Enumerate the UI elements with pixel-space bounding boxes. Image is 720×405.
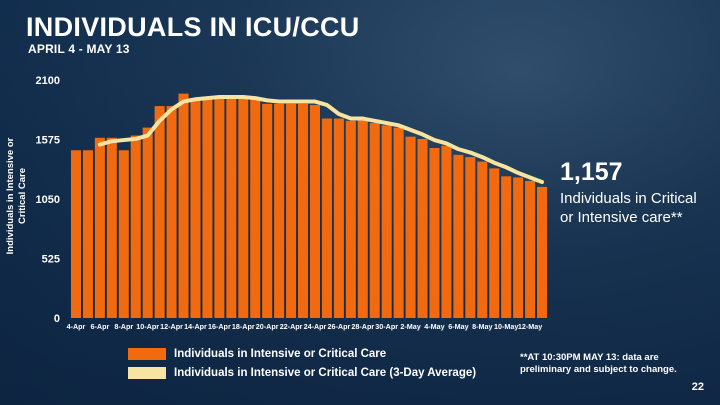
bar-12-May xyxy=(525,180,536,318)
x-tick-label: 20-Apr xyxy=(256,322,279,331)
bar-7-Apr xyxy=(106,137,117,318)
x-tick-label: 12-May xyxy=(518,322,542,331)
y-tick-label: 1575 xyxy=(36,135,60,147)
legend-item-bars: Individuals in Intensive or Critical Car… xyxy=(128,345,476,363)
legend-label-line: Individuals in Intensive or Critical Car… xyxy=(174,367,477,379)
bar-16-Apr xyxy=(214,95,225,319)
y-axis-label: Individuals in Intensive or Critical Car… xyxy=(5,137,28,254)
y-axis-label-line-1: Individuals in Intensive or xyxy=(5,137,16,254)
y-axis-label-line-2: Critical Care xyxy=(17,168,28,224)
bar-4-May xyxy=(429,148,440,318)
y-tick-label: 2100 xyxy=(36,75,60,87)
bar-13-May xyxy=(537,186,548,318)
bar-26-Apr xyxy=(333,118,344,318)
x-tick-label: 18-Apr xyxy=(232,322,255,331)
bar-17-Apr xyxy=(226,97,237,318)
bar-5-Apr xyxy=(82,150,93,318)
bar-28-Apr xyxy=(357,119,368,318)
bar-22-Apr xyxy=(286,103,297,318)
bar-1-May xyxy=(393,127,404,318)
x-tick-label: 12-Apr xyxy=(160,322,183,331)
bar-24-Apr xyxy=(309,104,320,319)
x-tick-label: 22-Apr xyxy=(280,322,303,331)
bar-29-Apr xyxy=(369,123,380,318)
bar-25-Apr xyxy=(321,118,332,318)
x-tick-label: 30-Apr xyxy=(375,322,398,331)
y-axis-ticks: 0 525 1050 1575 2100 xyxy=(36,75,60,325)
bar-18-Apr xyxy=(238,98,249,318)
x-tick-label: 16-Apr xyxy=(208,322,231,331)
bar-19-Apr xyxy=(250,98,261,318)
footnote: **AT 10:30PM MAY 13: data are preliminar… xyxy=(520,352,677,375)
x-tick-label: 26-Apr xyxy=(327,322,350,331)
slide-subtitle: APRIL 4 - MAY 13 xyxy=(28,42,130,56)
x-tick-label: 2-May xyxy=(400,322,420,331)
bar-2-May xyxy=(405,136,416,318)
x-tick-label: 8-Apr xyxy=(114,322,133,331)
x-tick-label: 10-Apr xyxy=(136,322,159,331)
legend: Individuals in Intensive or Critical Car… xyxy=(128,345,476,383)
bar-10-Apr xyxy=(142,127,153,318)
x-tick-label: 28-Apr xyxy=(351,322,374,331)
x-tick-label: 6-Apr xyxy=(90,322,109,331)
bar-11-May xyxy=(513,177,524,318)
page-number: 22 xyxy=(691,381,704,393)
bar-10-May xyxy=(501,176,512,318)
legend-swatch-line xyxy=(128,367,166,379)
legend-item-line: Individuals in Intensive or Critical Car… xyxy=(128,364,476,382)
bar-5-May xyxy=(441,145,452,318)
bar-9-Apr xyxy=(130,135,141,318)
y-tick-label: 525 xyxy=(42,254,60,266)
bar-12-Apr xyxy=(166,106,177,318)
bar-14-Apr xyxy=(190,98,201,318)
bar-3-May xyxy=(417,138,428,318)
x-axis-ticks: 4-Apr 6-Apr 8-Apr 10-Apr 12-Apr 14-Apr 16-Apr 1… xyxy=(67,322,543,331)
bar-30-Apr xyxy=(381,125,392,318)
x-tick-label: 4-May xyxy=(424,322,444,331)
bar-23-Apr xyxy=(298,103,309,318)
bar-13-Apr xyxy=(178,93,189,318)
x-tick-label: 24-Apr xyxy=(304,322,327,331)
x-tick-label: 6-May xyxy=(448,322,468,331)
bar-9-May xyxy=(489,168,500,318)
callout-text: Individuals in Critical or Intensive car… xyxy=(560,190,697,226)
bar-6-May xyxy=(453,154,464,318)
y-tick-label: 0 xyxy=(54,313,60,325)
bar-20-Apr xyxy=(262,103,273,318)
bar-15-Apr xyxy=(202,98,213,318)
bar-8-May xyxy=(477,161,488,318)
x-tick-label: 14-Apr xyxy=(184,322,207,331)
slide-title: INDIVIDUALS IN ICU/CCU xyxy=(26,12,360,42)
average-line xyxy=(97,95,545,184)
legend-swatch-bars xyxy=(128,348,166,360)
bar-11-Apr xyxy=(154,106,165,318)
x-tick-label: 4-Apr xyxy=(67,322,86,331)
x-tick-label: 8-May xyxy=(472,322,492,331)
x-tick-label: 10-May xyxy=(494,322,518,331)
bar-4-Apr xyxy=(70,150,81,318)
callout-value: 1,157 xyxy=(560,158,623,186)
bar-6-Apr xyxy=(94,137,105,318)
y-tick-label: 1050 xyxy=(36,194,60,206)
bar-21-Apr xyxy=(274,103,285,318)
bar-8-Apr xyxy=(118,150,129,318)
bar-series xyxy=(70,93,548,319)
bar-27-Apr xyxy=(345,120,356,318)
bar-7-May xyxy=(465,157,476,318)
legend-label-bars: Individuals in Intensive or Critical Car… xyxy=(174,348,387,360)
